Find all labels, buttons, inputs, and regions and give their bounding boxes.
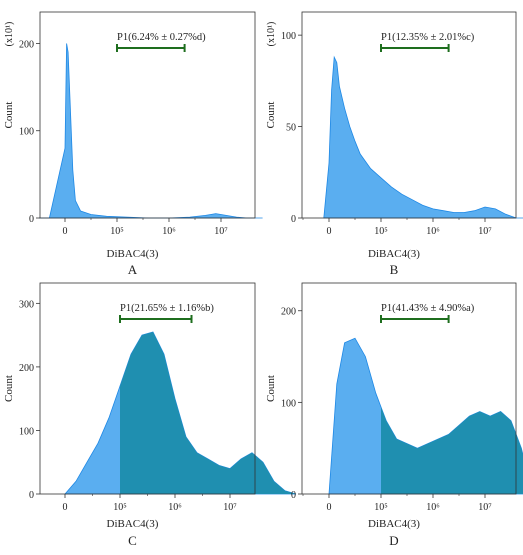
x-tick-label: 0 bbox=[63, 226, 68, 237]
x-axis-label: DiBAC4(3) bbox=[107, 518, 159, 530]
x-tick-label: 10⁷ bbox=[478, 502, 492, 513]
y-tick-label: 0 bbox=[29, 214, 34, 225]
panel-C: 0 100 200 300 0 10⁵ 10⁶ 10⁷ Count DiBAC4(3) C P1(21… bbox=[3, 282, 297, 548]
x-tick-label: 10⁷ bbox=[214, 226, 228, 237]
y-multiplier-label: (x10¹) bbox=[266, 22, 277, 47]
histogram-area bbox=[39, 43, 263, 219]
y-tick-label: 100 bbox=[281, 398, 296, 409]
y-axis-label: Count bbox=[3, 102, 15, 129]
panel-label: A bbox=[128, 262, 138, 277]
y-tick-label: 200 bbox=[19, 363, 34, 374]
panel-label: D bbox=[389, 533, 398, 548]
x-tick-label: 10⁶ bbox=[426, 226, 440, 237]
x-tick-label: 0 bbox=[63, 502, 68, 513]
y-tick-label: 0 bbox=[291, 214, 296, 225]
panel-B: 0 50 100 0 10⁵ 10⁶ 10⁷ Count (x10¹) DiBAC4(3) B P1(… bbox=[265, 11, 523, 277]
plot-frame bbox=[301, 282, 517, 495]
x-axis-label: DiBAC4(3) bbox=[368, 248, 420, 260]
x-tick-label: 10⁵ bbox=[374, 502, 388, 513]
y-tick-label: 200 bbox=[19, 39, 34, 50]
panel-label: B bbox=[390, 262, 399, 277]
y-tick-label: 300 bbox=[19, 299, 34, 310]
y-tick-label: 200 bbox=[281, 307, 296, 318]
x-tick-label: 10⁶ bbox=[162, 226, 176, 237]
gate-label: P1(6.24% ± 0.27%d) bbox=[117, 32, 206, 43]
panel-A: 0 100 200 0 10⁵ 10⁶ 10⁷ Count (x10¹) DiBAC4(3) A P1… bbox=[3, 11, 263, 277]
x-tick-label: 10⁶ bbox=[426, 502, 440, 513]
histogram-gated-area bbox=[120, 332, 296, 494]
gate-label: P1(21.65% ± 1.16%b) bbox=[120, 303, 214, 314]
y-axis-label: Count bbox=[265, 375, 277, 402]
gate-label: P1(41.43% ± 4.90%a) bbox=[381, 303, 475, 314]
y-tick-label: 0 bbox=[291, 490, 296, 501]
x-tick-label: 10⁵ bbox=[113, 502, 127, 513]
histogram-gated-area bbox=[381, 406, 523, 494]
x-tick-label: 0 bbox=[327, 502, 332, 513]
y-axis-label: Count bbox=[3, 375, 15, 402]
plot-frame bbox=[301, 11, 517, 219]
gate-label: P1(12.35% ± 2.01%c) bbox=[381, 32, 475, 43]
panel-label: C bbox=[128, 533, 137, 548]
x-tick-label: 10⁷ bbox=[478, 226, 492, 237]
y-tick-label: 100 bbox=[19, 426, 34, 437]
plot-frame bbox=[39, 11, 256, 219]
y-tick-label: 0 bbox=[29, 490, 34, 501]
y-tick-label: 100 bbox=[281, 31, 296, 42]
x-tick-label: 10⁷ bbox=[223, 502, 237, 513]
y-tick-label: 100 bbox=[19, 127, 34, 138]
x-tick-label: 10⁵ bbox=[110, 226, 124, 237]
x-axis-label: DiBAC4(3) bbox=[368, 518, 420, 530]
panel-D: 0 100 200 0 10⁵ 10⁶ 10⁷ Count DiBAC4(3) D P1(41.43… bbox=[265, 282, 523, 548]
y-tick-label: 50 bbox=[286, 123, 296, 134]
y-multiplier-label: (x10¹) bbox=[4, 22, 15, 47]
x-axis-label: DiBAC4(3) bbox=[107, 248, 159, 260]
x-tick-label: 0 bbox=[327, 226, 332, 237]
histogram-area bbox=[323, 55, 523, 219]
y-axis-label: Count bbox=[265, 102, 277, 129]
x-tick-label: 10⁵ bbox=[374, 226, 388, 237]
x-tick-label: 10⁶ bbox=[168, 502, 182, 513]
